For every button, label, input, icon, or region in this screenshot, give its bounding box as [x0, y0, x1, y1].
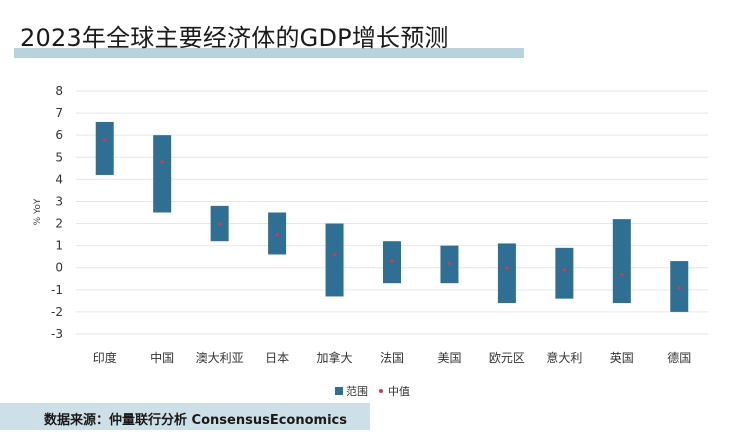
chart-title: 2023年全球主要经济体的GDP增长预测 — [20, 24, 449, 52]
legend-range-swatch — [335, 387, 343, 395]
legend-median-label: 中值 — [388, 385, 410, 398]
footer: 数据来源：仲量联行分析 ConsensusEconomics — [0, 403, 744, 430]
median-markers — [103, 138, 681, 290]
y-tick-label: 0 — [55, 261, 63, 275]
range-bars — [95, 121, 689, 312]
median-marker — [103, 138, 107, 142]
chart-area: 8 7 6 5 4 3 2 1 0 -1 -2 -3 % YoY 印度 中国 澳大利亚 日本 加拿大 法国 美国 欧… — [33, 84, 708, 398]
y-tick-label: 2 — [55, 217, 63, 231]
range-bar — [497, 243, 516, 304]
x-tick-label: 欧元区 — [489, 351, 525, 365]
footer-text: 数据来源：仲量联行分析 ConsensusEconomics — [44, 409, 347, 428]
x-tick-label: 法国 — [380, 351, 404, 365]
range-bar — [153, 135, 172, 213]
footer-bar — [0, 403, 370, 430]
legend: 范围 中值 — [335, 384, 410, 398]
x-tick-label: 澳大利亚 — [196, 351, 244, 365]
y-tick-label: 1 — [55, 239, 63, 253]
x-tick-label: 加拿大 — [317, 350, 353, 365]
x-tick-label: 中国 — [150, 350, 174, 365]
y-axis-label: % YoY — [33, 198, 43, 225]
x-tick-label: 意大利 — [546, 350, 582, 365]
y-tick-label: 5 — [55, 150, 63, 164]
x-tick-label: 印度 — [93, 350, 117, 365]
y-tick-label: 3 — [55, 194, 63, 208]
x-tick-label: 德国 — [667, 350, 691, 365]
y-tick-label: 8 — [55, 84, 63, 98]
title-underline-bar — [14, 48, 524, 58]
median-marker — [332, 252, 337, 257]
y-tick-label: 4 — [55, 172, 63, 186]
median-marker — [505, 266, 509, 270]
y-tick-label: -3 — [51, 327, 63, 341]
y-tick-label: 7 — [55, 106, 63, 120]
x-tick-label: 日本 — [265, 351, 289, 365]
footer-label: 数据来源：仲量联行分析 — [44, 413, 188, 428]
x-axis-ticks: 印度 中国 澳大利亚 日本 加拿大 法国 美国 欧元区 意大利 英国 德国 — [93, 350, 692, 365]
median-marker — [562, 268, 566, 272]
y-tick-label: 6 — [55, 128, 63, 142]
range-bar — [325, 223, 344, 297]
y-axis-ticks: 8 7 6 5 4 3 2 1 0 -1 -2 -3 — [51, 84, 63, 341]
median-marker — [677, 286, 681, 290]
median-marker — [620, 272, 624, 276]
legend-range-label: 范围 — [346, 384, 368, 398]
median-marker — [218, 221, 222, 226]
range-bar — [612, 219, 631, 304]
legend-median-swatch — [379, 389, 383, 393]
footer-source: ConsensusEconomics — [191, 413, 347, 428]
grid-lines — [76, 90, 708, 335]
median-marker — [390, 259, 394, 263]
range-bar — [555, 247, 574, 299]
x-tick-label: 美国 — [437, 351, 461, 365]
median-marker — [275, 232, 279, 237]
median-marker — [447, 261, 452, 265]
y-tick-label: -1 — [51, 283, 63, 297]
x-tick-label: 英国 — [610, 351, 634, 365]
median-marker — [160, 160, 164, 164]
range-bar — [95, 121, 114, 175]
y-tick-label: -2 — [51, 305, 63, 319]
